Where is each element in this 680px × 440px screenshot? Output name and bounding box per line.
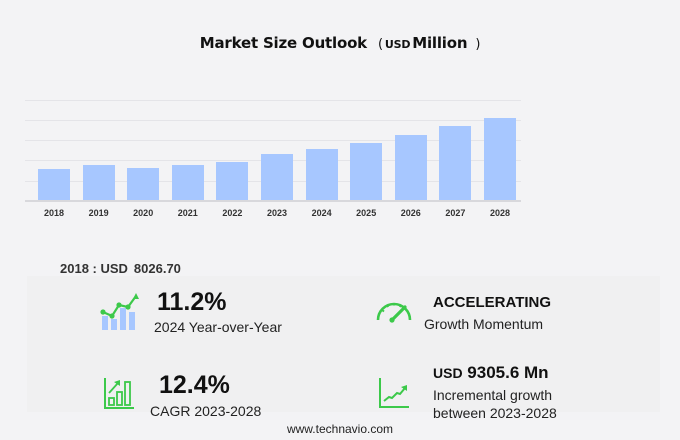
x-label-2028: 2028	[489, 208, 511, 218]
yoy-label: 2024 Year-over-Year	[154, 319, 282, 335]
growth-chart-icon	[99, 292, 141, 336]
x-label-2027: 2027	[445, 208, 466, 218]
bar-2021	[171, 165, 204, 200]
bar-2027	[439, 126, 472, 200]
bar-2023	[261, 154, 293, 200]
x-label-2026: 2026	[400, 208, 421, 218]
bar-chart	[25, 96, 521, 202]
incremental-amount: 9305.6 Mn	[467, 363, 549, 382]
incremental-value: USD 9305.6 Mn	[433, 362, 557, 384]
gridline	[25, 120, 521, 121]
title-unit-scale: Million	[412, 34, 468, 52]
momentum-value: ACCELERATING	[433, 294, 552, 311]
incremental-label-line1: Incremental growth	[433, 387, 553, 403]
chart-title: Market Size Outlook (USD Million )	[0, 34, 680, 52]
incremental-currency: USD	[433, 365, 463, 381]
x-label-2022: 2022	[222, 208, 243, 218]
bar-2025	[350, 142, 383, 200]
x-label-2019: 2019	[88, 208, 109, 218]
x-label-2021: 2021	[177, 208, 198, 218]
title-unit-currency: USD	[384, 38, 411, 51]
x-label-2018: 2018	[43, 208, 65, 218]
stats-panel	[27, 276, 660, 412]
bar-growth-icon	[103, 376, 135, 414]
bar-2018	[38, 168, 70, 200]
title-paren-open: (	[377, 37, 383, 52]
title-paren-close: )	[475, 37, 481, 52]
incremental-stat: USD 9305.6 Mn Incremental growth between…	[433, 362, 557, 422]
bar-2020	[127, 168, 160, 200]
yoy-value: 11.2%	[157, 288, 227, 316]
chart-title-main: Market Size Outlook	[199, 34, 367, 52]
incremental-label-line2: between 2023-2028	[433, 405, 557, 421]
bar-2022	[216, 162, 249, 200]
bar-2024	[305, 148, 338, 200]
x-label-2023: 2023	[266, 208, 288, 218]
base-year-value: 2018 : USD 8026.70	[60, 261, 181, 276]
x-axis-baseline	[25, 200, 521, 202]
x-label-2024: 2024	[311, 208, 332, 218]
cagr-label: CAGR 2023-2028	[150, 403, 262, 419]
bar-2019	[82, 165, 115, 200]
gridline	[25, 100, 521, 101]
footer-website[interactable]: www.technavio.com	[286, 422, 394, 436]
cagr-stat: 12.4% CAGR 2023-2028	[150, 371, 261, 420]
x-label-2020: 2020	[133, 208, 154, 218]
trend-line-icon	[378, 376, 410, 414]
momentum-label: Growth Momentum	[424, 316, 544, 332]
yoy-stat: 11.2% 2024 Year-over-Year	[154, 288, 282, 336]
bar-2026	[394, 134, 427, 200]
base-year-amount: 8026.70	[133, 261, 181, 276]
gridline	[25, 140, 521, 141]
x-label-2025: 2025	[356, 208, 377, 218]
speedometer-icon	[374, 296, 414, 328]
bar-2028	[484, 117, 516, 200]
cagr-value: 12.4%	[159, 371, 230, 399]
base-year-label: 2018 : USD	[60, 261, 128, 276]
momentum-stat: ACCELERATING Growth Momentum	[424, 294, 551, 333]
